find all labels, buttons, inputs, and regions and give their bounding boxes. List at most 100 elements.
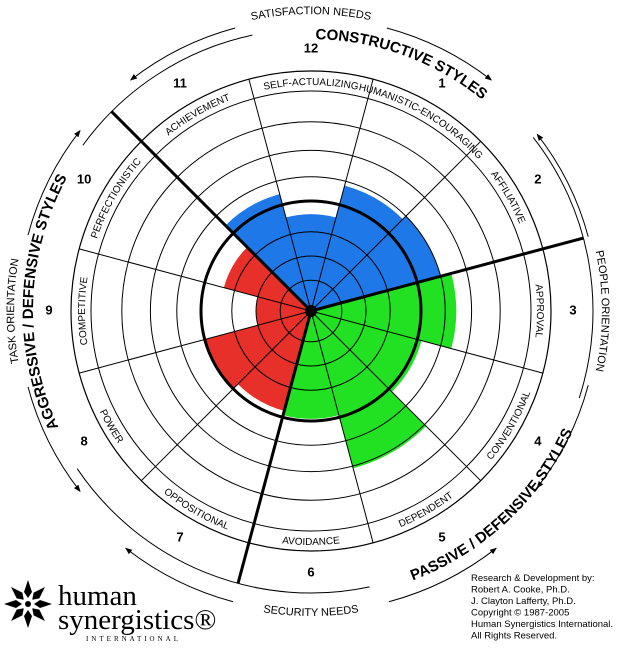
logo-text: human bbox=[58, 580, 137, 612]
sector-bar bbox=[311, 311, 427, 469]
sector-divider bbox=[310, 310, 543, 374]
sector-label: AFFILIATIVE bbox=[488, 169, 527, 225]
sector-bar bbox=[256, 296, 311, 326]
sector-label: APPROVAL bbox=[532, 284, 545, 339]
group-divider bbox=[110, 110, 313, 313]
orientation-arrow bbox=[27, 130, 81, 236]
sector-label: HUMANISTIC-ENCOURAGING bbox=[358, 82, 485, 161]
sector-bar bbox=[283, 311, 339, 419]
sector-number: 7 bbox=[176, 529, 183, 544]
orientation-label: SATISFACTION NEEDS bbox=[250, 5, 372, 23]
label-band-inner bbox=[90, 90, 532, 532]
sector-label: AFFILIATIVE bbox=[488, 169, 527, 225]
sector-bar bbox=[311, 185, 403, 311]
orientation-arrow bbox=[27, 386, 81, 492]
orientation-label: SATISFACTION NEEDS bbox=[250, 5, 372, 23]
group-divider bbox=[310, 236, 584, 313]
sector-number: 5 bbox=[438, 529, 445, 544]
ring bbox=[199, 199, 423, 423]
sector-bar bbox=[223, 247, 311, 311]
sector-divider bbox=[79, 310, 312, 374]
orientation-label: PEOPLE ORIENTATION bbox=[593, 249, 611, 372]
sector-number: 1 bbox=[438, 76, 445, 91]
sector-number: 4 bbox=[534, 433, 542, 448]
sector-label: DEPENDENT bbox=[397, 490, 455, 530]
sector-divider bbox=[310, 310, 374, 543]
ring bbox=[255, 255, 367, 367]
logo-petal bbox=[11, 608, 24, 621]
sector-label: PERFECTIONISTIC bbox=[89, 156, 144, 240]
ring bbox=[149, 149, 473, 473]
ring bbox=[121, 121, 501, 501]
credit-line: Human Synergistics International. bbox=[471, 619, 613, 630]
sector-number: 10 bbox=[77, 171, 91, 186]
sector-divider bbox=[79, 248, 312, 312]
orientation-label: PEOPLE ORIENTATION bbox=[593, 249, 611, 372]
group-arc bbox=[532, 137, 594, 399]
credit-line: Research & Development by: bbox=[471, 573, 595, 584]
orientation-label: TASK ORIENTATION bbox=[5, 258, 22, 365]
sector-number: 8 bbox=[80, 433, 87, 448]
sector-divider bbox=[310, 140, 482, 312]
sector-bar bbox=[311, 311, 422, 392]
logo-subtext: INTERNATIONAL bbox=[86, 635, 181, 643]
logo-star bbox=[4, 580, 52, 628]
sector-divider bbox=[140, 310, 312, 482]
sector-label: HUMANISTIC-ENCOURAGING bbox=[358, 82, 485, 161]
credit-line: J. Clayton Lafferty, Ph.D. bbox=[471, 596, 576, 607]
logo-petal bbox=[24, 610, 32, 628]
orientation-arrow bbox=[536, 133, 589, 237]
logo-core bbox=[25, 601, 31, 607]
sector-label: COMPETITIVE bbox=[77, 276, 91, 346]
sector-bar bbox=[311, 216, 441, 311]
sector-label: PERFECTIONISTIC bbox=[89, 156, 144, 240]
sector-label: OPPOSITIONAL bbox=[162, 486, 231, 532]
logo-petal bbox=[11, 587, 24, 600]
credit-line: Copyright © 1987-2005 bbox=[471, 608, 569, 619]
logo-petal bbox=[34, 600, 52, 608]
ring bbox=[231, 231, 391, 391]
orientation-arrow bbox=[130, 27, 236, 81]
group-arc bbox=[76, 468, 370, 594]
logo-petal bbox=[4, 600, 22, 608]
sector-label: AVOIDANCE bbox=[282, 535, 341, 548]
sector-label: CONVENTIONAL bbox=[485, 389, 533, 462]
credit-line: All Rights Reserved. bbox=[471, 631, 557, 642]
group-label: CONSTRUCTIVE STYLES bbox=[315, 26, 490, 103]
outer-circle bbox=[70, 70, 552, 552]
orientation-label: SECURITY NEEDS bbox=[263, 603, 360, 619]
sector-bar bbox=[285, 214, 337, 311]
logo-text: synergistics® bbox=[58, 604, 216, 636]
sector-divider bbox=[248, 79, 312, 312]
logo-petal bbox=[32, 587, 45, 600]
group-label: CONSTRUCTIVE STYLES bbox=[315, 26, 490, 103]
orientation-arrow bbox=[125, 547, 234, 603]
logo-petal bbox=[24, 580, 32, 598]
orientation-label: TASK ORIENTATION bbox=[5, 258, 22, 365]
sector-number: 2 bbox=[534, 171, 541, 186]
ring bbox=[176, 176, 446, 446]
sector-number: 3 bbox=[569, 302, 576, 317]
sector-label: CONVENTIONAL bbox=[485, 389, 533, 462]
sector-label: SELF-ACTUALIZING bbox=[263, 77, 360, 93]
sector-label: AVOIDANCE bbox=[282, 535, 341, 548]
sector-number: 12 bbox=[304, 40, 318, 55]
sector-number: 9 bbox=[45, 302, 52, 317]
sector-label: COMPETITIVE bbox=[77, 276, 91, 346]
sector-divider bbox=[310, 310, 482, 482]
orientation-arrow bbox=[388, 547, 497, 603]
logo bbox=[4, 580, 52, 628]
logo-petal bbox=[32, 608, 45, 621]
orientation-arrow bbox=[386, 27, 492, 81]
sector-divider bbox=[310, 79, 374, 312]
sector-number: 6 bbox=[307, 564, 314, 579]
sector-number: 11 bbox=[173, 76, 187, 91]
sector-bar bbox=[204, 311, 311, 389]
sector-label: SELF-ACTUALIZING bbox=[263, 77, 360, 93]
sector-label: DEPENDENT bbox=[397, 490, 455, 530]
ring bbox=[279, 279, 343, 343]
group-divider bbox=[236, 310, 313, 584]
center-dot bbox=[305, 305, 317, 317]
